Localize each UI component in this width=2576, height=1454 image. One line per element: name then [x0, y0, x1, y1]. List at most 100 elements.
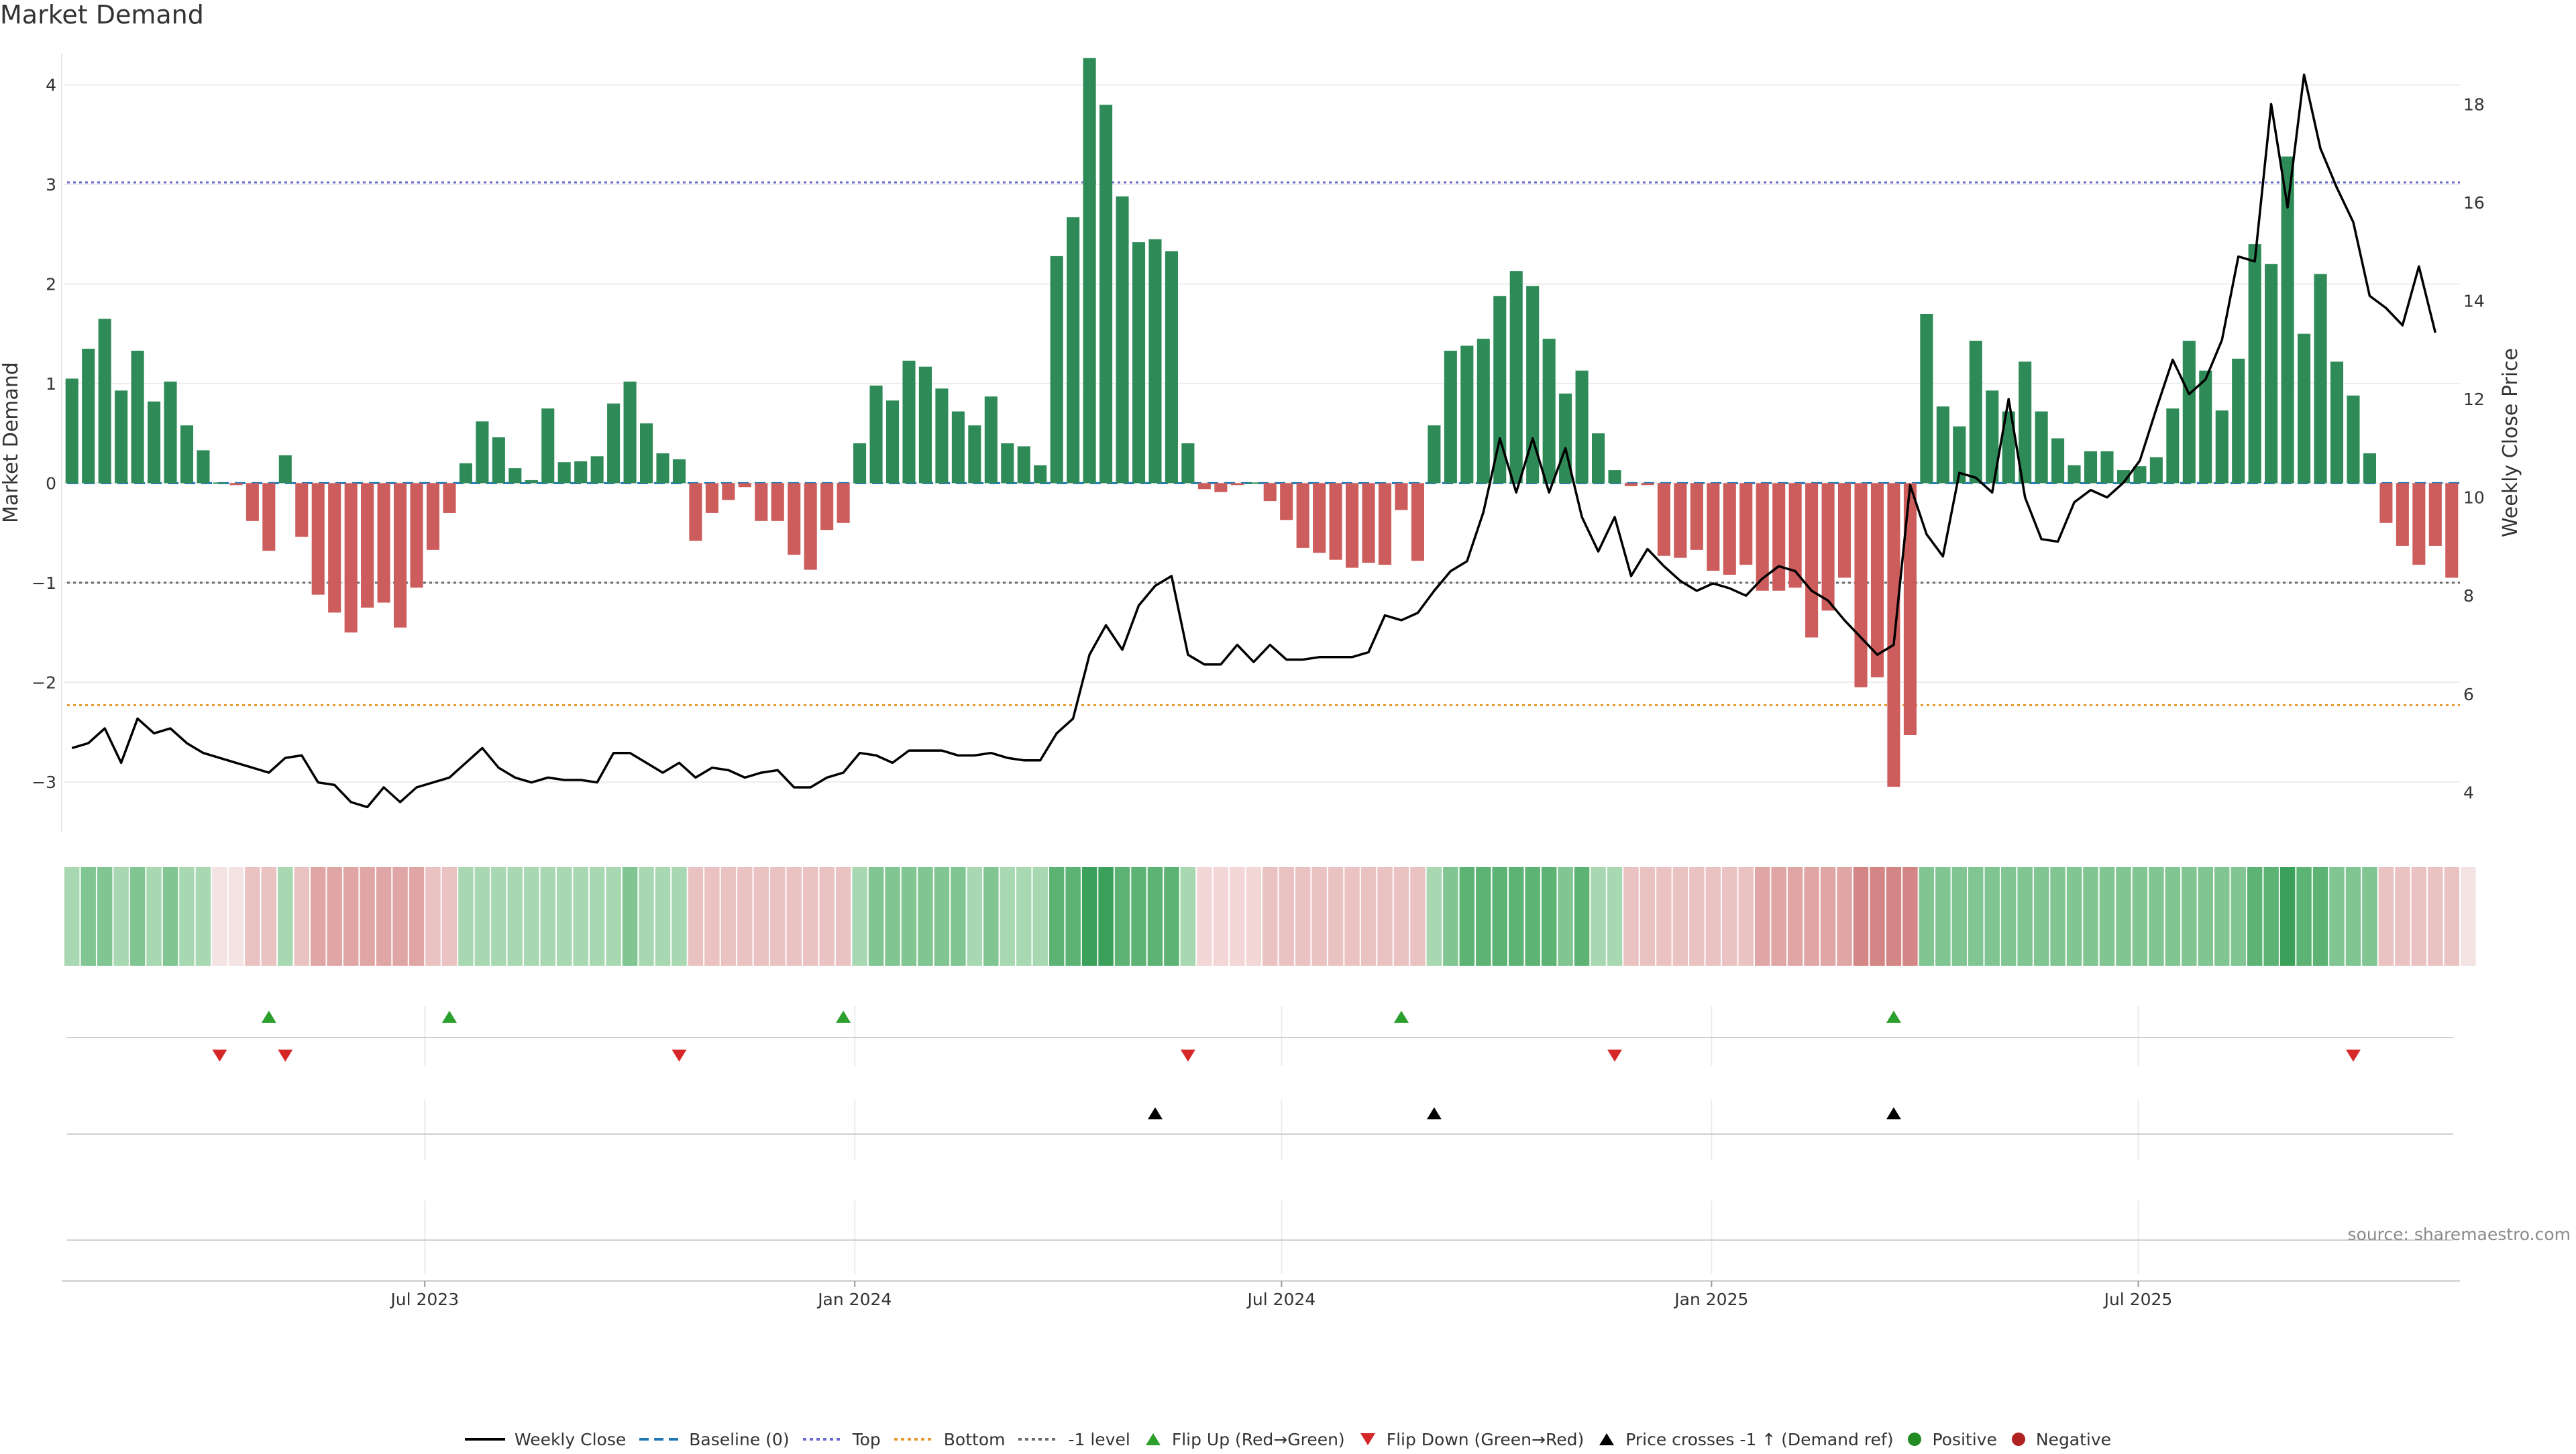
demand-bar — [1313, 483, 1326, 553]
legend-item-positive[interactable]: Positive — [1907, 1430, 1997, 1449]
band-cell — [2444, 867, 2459, 966]
demand-bar — [1050, 256, 1063, 484]
price-line-layer — [71, 73, 2436, 809]
demand-bar — [2199, 370, 2212, 484]
demand-bar — [180, 425, 194, 484]
band-cell — [1591, 867, 1606, 966]
legend-item-flip-down[interactable]: Flip Down (Green→Red) — [1358, 1430, 1584, 1449]
band-cell — [195, 867, 211, 966]
demand-bar — [1592, 433, 1605, 484]
legend-item-negative[interactable]: Negative — [2010, 1430, 2111, 1449]
band-cell — [967, 867, 983, 966]
band-cell — [1820, 867, 1836, 966]
demand-bar — [2445, 483, 2459, 578]
band-cell — [97, 867, 113, 966]
band-cell — [1263, 867, 1278, 966]
y-left-tick-label: 2 — [46, 274, 56, 294]
legend-item-top[interactable]: Top — [802, 1430, 881, 1449]
band-cell — [1771, 867, 1786, 966]
band-cell — [1902, 867, 1918, 966]
demand-bar — [459, 463, 472, 484]
demand-bar — [935, 388, 949, 484]
demand-bar — [1608, 470, 1621, 484]
demand-bar — [361, 483, 374, 608]
demand-bar — [837, 483, 850, 523]
band-cell — [1065, 867, 1081, 966]
band-cell — [524, 867, 539, 966]
band-cell — [835, 867, 851, 966]
demand-bar — [2248, 244, 2261, 484]
demand-bar — [1542, 339, 1556, 484]
band-cell — [1147, 867, 1163, 966]
band-cell — [655, 867, 671, 966]
band-cell — [1870, 867, 1885, 966]
demand-bar — [639, 423, 653, 484]
legend-dotted-swatch — [894, 1438, 934, 1441]
y-right-tick-label: 16 — [2463, 193, 2485, 213]
band-cell — [2362, 867, 2377, 966]
band-cell — [1246, 867, 1261, 966]
band-cell — [1492, 867, 1507, 966]
legend-item-price-cross[interactable]: Price crosses -1 ↑ (Demand ref) — [1597, 1430, 1893, 1449]
band-cell — [688, 867, 704, 966]
demand-bar — [689, 483, 702, 541]
dot-icon — [2011, 1433, 2025, 1446]
legend: Weekly Close Baseline (0) Top Bottom -1 … — [0, 1424, 2576, 1454]
legend-label: -1 level — [1068, 1429, 1130, 1449]
demand-bar — [984, 396, 998, 484]
x-tick-label: Jan 2025 — [1673, 1290, 1748, 1309]
demand-bar — [557, 462, 571, 484]
band-cell — [2066, 867, 2082, 966]
legend-item-baseline[interactable]: Baseline (0) — [639, 1429, 790, 1449]
band-cell — [1000, 867, 1016, 966]
demand-bar — [541, 408, 555, 484]
legend-label: Negative — [2035, 1429, 2112, 1449]
band-cell — [2033, 867, 2049, 966]
demand-bar — [213, 482, 226, 484]
demand-bar — [1854, 483, 1868, 687]
band-cell — [737, 867, 753, 966]
demand-bar — [968, 425, 981, 484]
legend-item-minus1[interactable]: -1 level — [1018, 1430, 1130, 1449]
demand-bar — [1001, 443, 1014, 484]
band-cell — [1837, 867, 1852, 966]
legend-item-flip-up[interactable]: Flip Up (Red→Green) — [1144, 1430, 1345, 1449]
demand-bars — [65, 58, 2459, 787]
band-cell — [294, 867, 309, 966]
y-left-tick-label: −3 — [32, 773, 56, 792]
dot-icon — [1908, 1433, 1922, 1446]
band-cell — [278, 867, 293, 966]
demand-bar — [476, 421, 489, 484]
band-cell — [556, 867, 572, 966]
y-left-tick-label: 0 — [46, 473, 56, 493]
flip-down-marker — [1607, 1050, 1623, 1062]
band-cell — [1279, 867, 1294, 966]
demand-bar — [1362, 483, 1375, 563]
band-cell — [1164, 867, 1179, 966]
band-cell — [1311, 867, 1327, 966]
band-cell — [80, 867, 96, 966]
band-cell — [1919, 867, 1935, 966]
demand-bar — [1148, 239, 1162, 484]
demand-bar — [1821, 483, 1835, 611]
band-cell — [1525, 867, 1540, 966]
band-cell — [753, 867, 769, 966]
legend-item-bottom[interactable]: Bottom — [894, 1430, 1005, 1449]
demand-bar — [1083, 58, 1096, 484]
band-cell — [639, 867, 654, 966]
legend-label: Weekly Close — [514, 1429, 627, 1449]
demand-bar — [1690, 483, 1703, 550]
legend-item-weekly-close[interactable]: Weekly Close — [464, 1429, 627, 1449]
band-cell — [819, 867, 835, 966]
demand-bar — [1969, 341, 1982, 484]
demand-bar — [148, 401, 161, 484]
price-cross-marker — [1147, 1107, 1163, 1119]
band-cell — [2312, 867, 2328, 966]
legend-label: Baseline (0) — [689, 1429, 790, 1449]
demand-bar — [2363, 453, 2376, 484]
band-cell — [1984, 867, 2000, 966]
demand-bar — [705, 483, 718, 513]
demand-bar — [1034, 465, 1047, 484]
demand-bar — [2182, 341, 2196, 484]
demand-bar — [1624, 483, 1638, 486]
